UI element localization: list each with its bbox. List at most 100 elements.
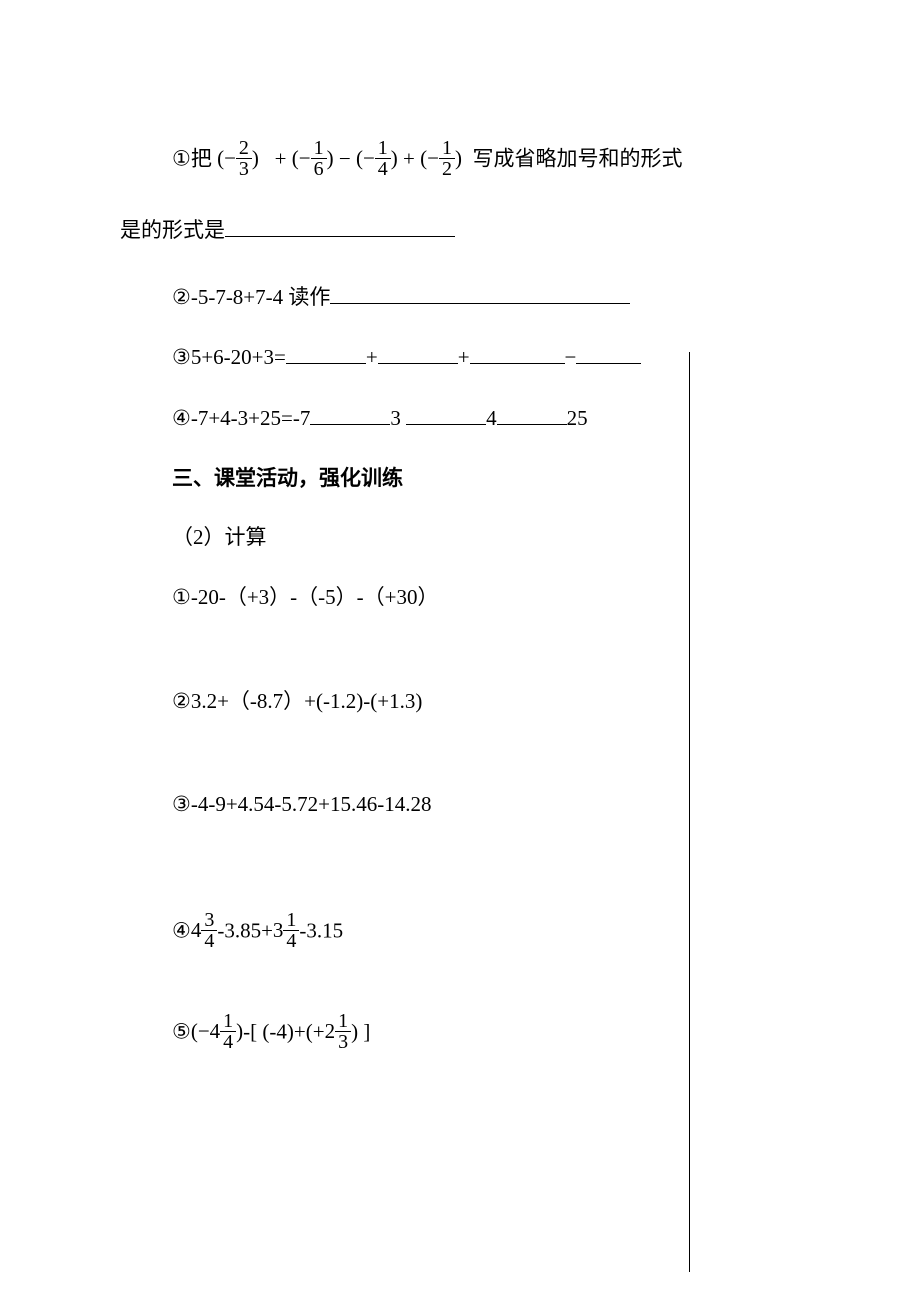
vertical-margin-rule xyxy=(689,352,690,1272)
paren-close: ) xyxy=(391,146,398,170)
numerator: 1 xyxy=(220,1011,236,1032)
blank-input[interactable] xyxy=(225,213,455,237)
q1-term2: (−16) xyxy=(292,146,339,170)
mixed-whole: 4 xyxy=(191,918,202,942)
denominator: 4 xyxy=(201,931,217,951)
blank-input[interactable] xyxy=(470,340,565,364)
c3: ③-4-9+4.54-5.72+15.46-14.28 xyxy=(120,788,800,822)
fraction: 14 xyxy=(283,910,299,951)
paren-open: (− xyxy=(356,146,375,170)
denominator: 2 xyxy=(439,159,455,179)
denominator: 6 xyxy=(311,159,327,179)
c2-expr: 3.2+（-8.7）+(-1.2)-(+1.3) xyxy=(191,689,422,713)
fraction: 34 xyxy=(201,910,217,951)
c1: ①-20-（+3）-（-5）-（+30） xyxy=(120,581,800,615)
fraction: 14 xyxy=(220,1011,236,1052)
c4-op2: -3.15 xyxy=(299,918,343,942)
q1-term1: (−23) xyxy=(217,146,264,170)
c4-t2: 314 xyxy=(273,918,300,942)
numerator: 1 xyxy=(283,910,299,931)
blank-input[interactable] xyxy=(310,401,390,425)
plus-sep: + xyxy=(366,345,378,369)
q3: ③5+6-20+3= + + − xyxy=(120,340,800,375)
paren-close: ) xyxy=(252,146,259,170)
q2-label: 读作 xyxy=(288,285,330,309)
numerator: 1 xyxy=(375,138,391,159)
q3-marker: ③ xyxy=(172,345,191,369)
q4-marker: ④ xyxy=(172,406,191,430)
blank-input[interactable] xyxy=(378,340,458,364)
q1-prefix: 把 xyxy=(191,146,212,170)
paren-close: ) xyxy=(327,146,334,170)
denominator: 3 xyxy=(236,159,252,179)
c5-t2: 213 xyxy=(325,1019,352,1043)
denominator: 4 xyxy=(220,1032,236,1052)
c4-marker: ④ xyxy=(172,918,191,942)
c5-t1: (−414) xyxy=(191,1019,243,1043)
fraction: 12 xyxy=(439,138,455,179)
q1-line2: 是的形式是 xyxy=(120,213,800,248)
paren-open: (− xyxy=(217,146,236,170)
paren-close: ) xyxy=(455,146,462,170)
q1-op3: + xyxy=(403,146,415,170)
numerator: 1 xyxy=(311,138,327,159)
blank-input[interactable] xyxy=(406,401,486,425)
numerator: 1 xyxy=(335,1011,351,1032)
section-title-text: 三、课堂活动，强化训练 xyxy=(172,467,403,490)
blank-input[interactable] xyxy=(497,401,567,425)
fraction: 13 xyxy=(335,1011,351,1052)
blank-input[interactable] xyxy=(330,280,630,304)
denominator: 4 xyxy=(375,159,391,179)
q1-op2: − xyxy=(339,146,351,170)
q1-term3: (−14) xyxy=(356,146,403,170)
fraction: 23 xyxy=(236,138,252,179)
fraction: 14 xyxy=(375,138,391,179)
numerator: 1 xyxy=(439,138,455,159)
c4-op1: -3.85+ xyxy=(217,918,273,942)
section-subtitle-text: （2）计算 xyxy=(172,525,267,549)
q4-part: 4 xyxy=(486,406,497,430)
c4: ④434-3.85+314-3.15 xyxy=(120,912,800,953)
paren-open: (− xyxy=(420,146,439,170)
denominator: 4 xyxy=(283,931,299,951)
q1-term4: (−12) xyxy=(420,146,467,170)
q2-marker: ② xyxy=(172,285,191,309)
q2-expr: -5-7-8+7-4 xyxy=(191,285,283,309)
q1-line2-prefix: 是的形式是 xyxy=(120,218,225,242)
mixed-whole: 2 xyxy=(325,1019,336,1043)
paren-open: (− xyxy=(292,146,311,170)
q3-expr: 5+6-20+3= xyxy=(191,345,286,369)
c4-t1: 434 xyxy=(191,918,218,942)
q2: ②-5-7-8+7-4 读作 xyxy=(120,280,800,315)
paren-open: (− xyxy=(191,1019,210,1043)
fraction: 16 xyxy=(311,138,327,179)
numerator: 2 xyxy=(236,138,252,159)
c1-marker: ① xyxy=(172,585,191,609)
q4: ④-7+4-3+25=-73 425 xyxy=(120,401,800,436)
section-title: 三、课堂活动，强化训练 xyxy=(120,462,800,496)
denominator: 3 xyxy=(335,1032,351,1052)
c2: ②3.2+（-8.7）+(-1.2)-(+1.3) xyxy=(120,685,800,719)
q1-line1: ①把 (−23) + (−16) − (−14) + (−12) 写成省略加号和… xyxy=(120,140,800,181)
c3-marker: ③ xyxy=(172,792,191,816)
q1-suffix: 写成省略加号和的形式 xyxy=(472,146,682,170)
section-subtitle: （2）计算 xyxy=(120,521,800,555)
blank-input[interactable] xyxy=(576,340,641,364)
c5: ⑤(−414)-[ (-4)+(+213) ] xyxy=(120,1013,800,1054)
minus-sep: − xyxy=(565,345,577,369)
blank-input[interactable] xyxy=(286,340,366,364)
q4-part: 25 xyxy=(567,406,588,430)
q4-part: 3 xyxy=(390,406,401,430)
q1-marker: ① xyxy=(172,146,191,170)
worksheet-page: ①把 (−23) + (−16) − (−14) + (−12) 写成省略加号和… xyxy=(0,0,920,1146)
c5-end: ) ] xyxy=(351,1019,370,1043)
c2-marker: ② xyxy=(172,689,191,713)
c5-mid: -[ (-4)+(+ xyxy=(243,1019,324,1043)
mixed-whole: 3 xyxy=(273,918,284,942)
c3-expr: -4-9+4.54-5.72+15.46-14.28 xyxy=(191,792,432,816)
numerator: 3 xyxy=(201,910,217,931)
plus-sep: + xyxy=(458,345,470,369)
c1-expr: -20-（+3）-（-5）-（+30） xyxy=(191,585,439,609)
c5-marker: ⑤ xyxy=(172,1019,191,1043)
q1-op1: + xyxy=(275,146,287,170)
